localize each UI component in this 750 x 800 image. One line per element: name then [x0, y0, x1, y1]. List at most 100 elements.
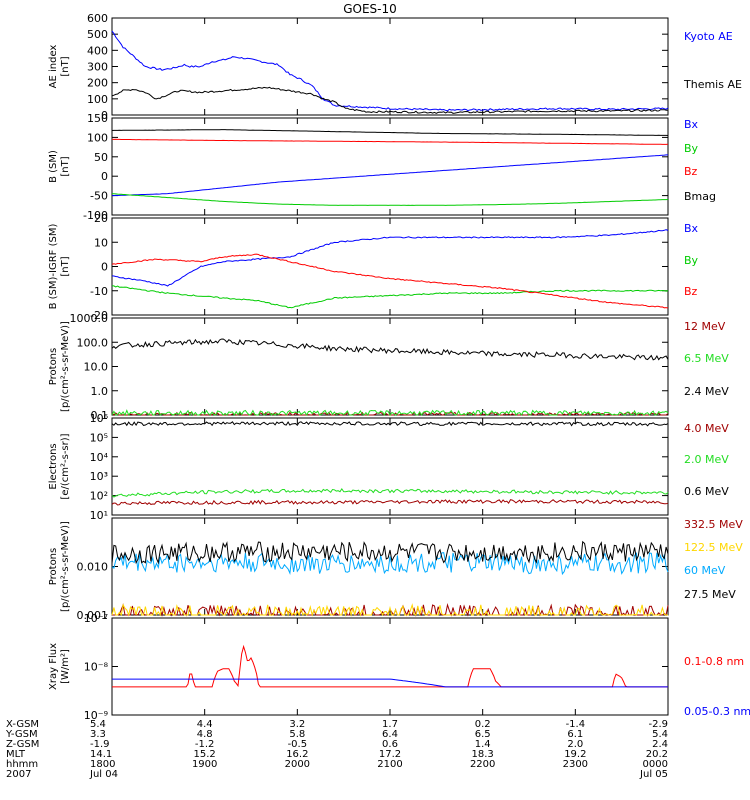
- axis-cell: 5.4: [652, 729, 668, 740]
- legend-12-mev: 12 MeV: [684, 320, 726, 333]
- y-tick-label: -20: [90, 309, 108, 322]
- legend-60-mev: 60 MeV: [684, 564, 726, 577]
- axis-cell: 1.4: [475, 739, 491, 750]
- legend-kyoto-ae: Kyoto AE: [684, 30, 733, 43]
- axis-cell: 15.2: [194, 749, 216, 760]
- axis-cell: 2.0: [567, 739, 583, 750]
- legend-122-5-mev: 122.5 MeV: [684, 541, 743, 554]
- panel-electrons: 10⁶ 10⁵ 10⁴ 10³ 10² 10¹ Electrons[e/(cm²-s-sr)…: [48, 412, 729, 522]
- panel-frame: [111, 217, 669, 316]
- series-line-122-5-mev: [111, 603, 668, 617]
- y-tick-label: 0.1: [91, 409, 109, 422]
- y-axis-label-line: AE index: [48, 45, 59, 89]
- series-line-6-5-mev: [111, 409, 669, 417]
- legend-0-6-mev: 0.6 MeV: [684, 485, 729, 498]
- axis-cell: -1.9: [90, 739, 110, 750]
- y-axis-label-line: B (SM): [48, 150, 59, 183]
- y-axis-label: AE index[nT]: [48, 45, 71, 89]
- series-line-2-4-mev: [111, 338, 669, 361]
- legend-2-0-mev: 2.0 MeV: [684, 453, 729, 466]
- axis-cell: 2.4: [652, 739, 668, 750]
- series-line-4-0-mev: [111, 499, 669, 506]
- y-axis-label-line: [e/(cm²-s-sr)]: [60, 433, 71, 499]
- legend-27-5-mev: 27.5 MeV: [684, 588, 736, 601]
- axis-cell: 0.6: [382, 739, 398, 750]
- y-tick-label: 10³: [90, 470, 108, 483]
- legend-2-4-mev: 2.4 MeV: [684, 385, 729, 398]
- axis-row-label: X-GSM: [6, 719, 39, 730]
- series-line-by: [111, 193, 669, 206]
- y-tick-label: 10¹: [90, 509, 108, 522]
- axis-cell: 4.8: [197, 729, 213, 740]
- y-axis-label-line: [nT]: [60, 56, 71, 76]
- y-tick-label: 10⁻⁷: [84, 612, 108, 625]
- y-tick-label: 10⁴: [90, 451, 109, 464]
- axis-cell: 2000: [285, 759, 310, 770]
- y-tick-label: 100.0: [77, 336, 109, 349]
- series-line-bmag: [111, 129, 669, 136]
- panel-protons1: 1000.0 100.0 10.0 1.0 0.1 Protons[p/(cm²-s-sr…: [48, 312, 729, 422]
- axis-cell: 2300: [563, 759, 588, 770]
- y-tick-label: 100: [87, 131, 108, 144]
- y-tick-label: 0.001: [77, 609, 109, 622]
- axis-row-label: hhmm: [6, 759, 38, 770]
- axis-cell: 18.3: [472, 749, 494, 760]
- y-tick-label: 1.0: [91, 385, 109, 398]
- bottom-axis-table: X-GSMY-GSMZ-GSMMLThhmm20075.43.3-1.914.1…: [5, 719, 668, 780]
- y-axis-label-line: Electrons: [48, 443, 59, 489]
- y-axis-label-line: Protons: [48, 348, 59, 385]
- y-tick-label: -100: [83, 209, 108, 222]
- panel-frame: [111, 617, 669, 716]
- axis-cell: 5.8: [289, 729, 305, 740]
- y-axis-label-line: [p/(cm²-s-sr-MeV)]: [60, 521, 71, 612]
- axis-row-label: 2007: [6, 769, 31, 780]
- legend-0-05-0-3-nm: 0.05-0.3 nm: [684, 705, 750, 718]
- legend-332-5-mev: 332.5 MeV: [684, 518, 743, 531]
- y-axis-label-line: [p/(cm²-s-sr-MeV)]: [60, 321, 71, 412]
- y-tick-label: -10: [90, 285, 108, 298]
- axis-cell: 1800: [90, 759, 115, 770]
- legend-by: By: [684, 254, 699, 267]
- y-tick-label: 10⁻⁸: [84, 661, 109, 674]
- axis-cell: 2100: [377, 759, 402, 770]
- series-line-0-1-0-8-nm: [112, 644, 668, 688]
- y-tick-label: 10⁵: [90, 431, 108, 444]
- axis-row-label: MLT: [6, 749, 26, 760]
- y-axis-label: B (SM)[nT]: [48, 150, 71, 183]
- series-line-2-0-mev: [111, 487, 669, 498]
- axis-cell: 17.2: [379, 749, 401, 760]
- axis-cell: 5.4: [90, 719, 106, 730]
- y-axis-label: Electrons[e/(cm²-s-sr)]: [48, 433, 71, 499]
- series-line-27-5-mev: [111, 540, 669, 565]
- axis-cell: 6.4: [382, 729, 398, 740]
- panel-frame: [111, 517, 669, 616]
- axis-cell: 20.2: [646, 749, 668, 760]
- panel-xray: 10⁻⁷ 10⁻⁸ 10⁻⁹ Xray Flux[W/m²] 0.1-0.8 nm 0.0…: [48, 612, 750, 722]
- axis-cell: -1.2: [195, 739, 215, 750]
- legend-themis-ae: Themis AE: [683, 78, 742, 91]
- legend-bz: Bz: [684, 285, 698, 298]
- y-tick-label: 0: [101, 109, 108, 122]
- y-tick-label: 10⁶: [90, 412, 109, 425]
- axis-cell: 0.2: [475, 719, 491, 730]
- series-line-kyoto-ae: [111, 30, 669, 112]
- legend-bx: Bx: [684, 118, 699, 131]
- axis-row-label: Z-GSM: [6, 739, 39, 750]
- axis-cell: -2.9: [648, 719, 668, 730]
- series-line-bz: [111, 138, 669, 145]
- panel-protons2: 0.010 0.001 Protons[p/(cm²-s-sr-MeV)] 332.5…: [48, 517, 743, 622]
- legend-0-1-0-8-nm: 0.1-0.8 nm: [684, 655, 744, 668]
- y-tick-label: 1000.0: [70, 312, 109, 325]
- series-line-bx: [112, 154, 668, 197]
- axis-cell: 4.4: [197, 719, 213, 730]
- axis-cell: 6.5: [475, 729, 491, 740]
- y-axis-label: Protons[p/(cm²-s-sr-MeV)]: [48, 321, 71, 412]
- axis-cell: Jul 05: [639, 769, 668, 780]
- series-line-themis-ae: [111, 86, 669, 114]
- y-tick-label: 0.010: [77, 561, 109, 574]
- y-tick-label: 10²: [90, 490, 108, 503]
- y-tick-label: 150: [87, 112, 108, 125]
- axis-cell: 14.1: [90, 749, 112, 760]
- y-tick-label: 0: [101, 170, 108, 183]
